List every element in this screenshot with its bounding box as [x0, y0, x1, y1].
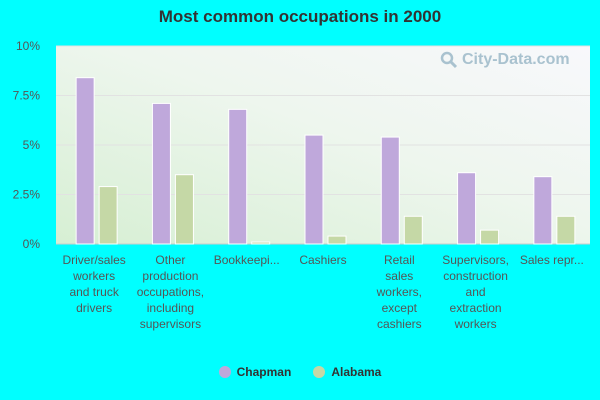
- bar-alabama-2: [251, 241, 271, 245]
- legend-swatch-alabama: [313, 366, 326, 378]
- bar-chapman-0: [75, 77, 95, 245]
- legend: Chapman Alabama: [0, 365, 600, 379]
- chart-title: Most common occupations in 2000: [158, 7, 442, 26]
- legend-label-alabama: Alabama: [331, 365, 382, 379]
- watermark-text: City-Data.com: [462, 51, 570, 68]
- bar-chapman-2: [228, 108, 248, 245]
- x-category-label: Sales repr...: [520, 253, 584, 267]
- x-category-label: Driver/sales workers and truck drivers: [62, 253, 125, 315]
- bar-alabama-3: [327, 235, 347, 245]
- y-tick-label: 7.5%: [13, 89, 41, 103]
- bar-alabama-4: [403, 215, 423, 245]
- y-tick-label: 0%: [23, 237, 41, 251]
- bar-alabama-0: [98, 186, 118, 245]
- legend-item-alabama: Alabama: [313, 365, 381, 379]
- bar-chapman-6: [533, 176, 553, 245]
- bar-chapman-3: [304, 134, 324, 245]
- legend-label-chapman: Chapman: [236, 365, 292, 379]
- x-category-label: Bookkeepi...: [214, 253, 280, 267]
- magnifier-icon: [440, 51, 458, 69]
- y-tick-label: 5%: [23, 138, 41, 152]
- legend-swatch-chapman: [218, 366, 231, 378]
- watermark: City-Data.com: [440, 51, 570, 69]
- bar-alabama-1: [174, 174, 194, 245]
- x-category-label: Other production occupations, including supe…: [137, 253, 204, 331]
- x-category-label: Retail sales workers, except cashiers: [376, 253, 422, 331]
- bar-alabama-6: [556, 215, 576, 245]
- bar-alabama-5: [480, 229, 500, 245]
- bar-chapman-4: [380, 136, 400, 245]
- y-tick-label: 2.5%: [13, 188, 41, 202]
- x-category-label: Cashiers: [299, 253, 346, 267]
- x-category-label: Supervisors, construction and extraction wor…: [442, 253, 509, 331]
- bar-chapman-5: [457, 172, 477, 245]
- legend-item-chapman: Chapman: [218, 365, 292, 379]
- bar-chapman-1: [151, 102, 171, 245]
- y-tick-label: 10%: [16, 39, 40, 53]
